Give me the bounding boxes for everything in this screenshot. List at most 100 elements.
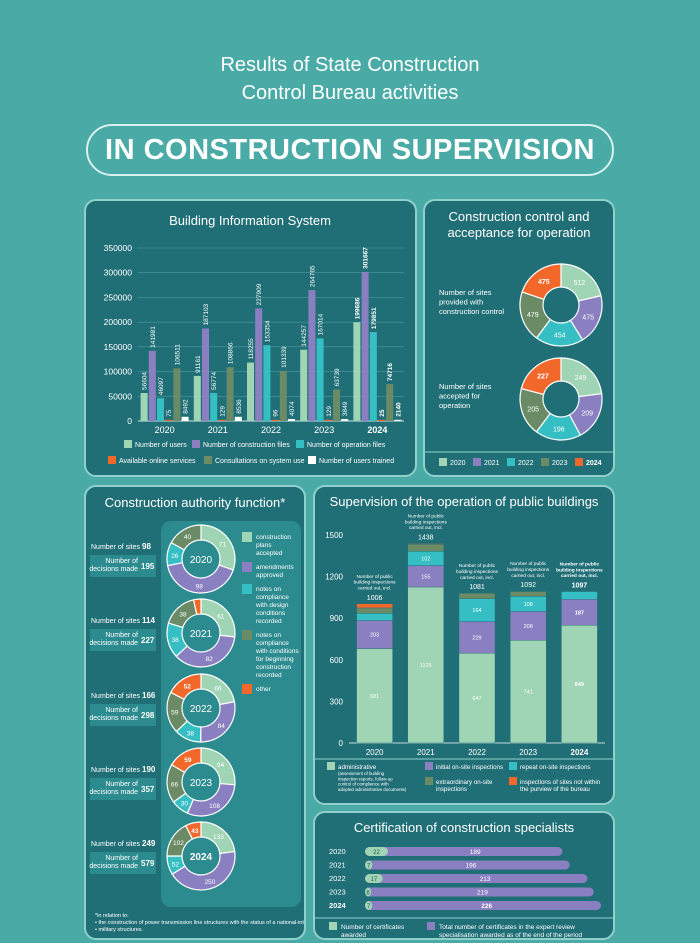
bis-legend-label: Number of operation files xyxy=(307,442,386,449)
sop-segment-label: 229 xyxy=(472,635,481,641)
bis-value-label: 187103 xyxy=(203,303,210,325)
sop-ytick: 900 xyxy=(330,614,344,623)
cert-ytick: 2021 xyxy=(329,861,346,870)
bis-bar xyxy=(173,368,180,421)
bis-ytick: 100000 xyxy=(104,367,133,377)
bis-value-label: 141981 xyxy=(150,326,157,348)
cca-donut-1-label: 475 xyxy=(582,314,594,321)
bis-bar xyxy=(194,376,201,421)
caf-donut-label: 82 xyxy=(206,656,214,663)
sop-bar-segment xyxy=(408,544,444,551)
caf-legend-swatch xyxy=(242,684,252,694)
sop-legend-label: extraordinary on-site xyxy=(436,779,493,786)
cert-legend-swatch xyxy=(427,922,435,930)
caf-decisions-value: 579 xyxy=(141,859,155,868)
bis-value-label: 118255 xyxy=(248,338,255,360)
caf-donut-label: 102 xyxy=(173,840,184,847)
bis-value-label: 25 xyxy=(379,409,386,417)
caf-legend-swatch xyxy=(242,532,252,542)
cca-legend-label: 2021 xyxy=(484,460,500,467)
sop-segment-label: 187 xyxy=(575,610,584,616)
sop-segment-label: 1125 xyxy=(420,663,432,669)
cert-total-bar xyxy=(365,847,562,856)
caf-panel: Construction authority function* Number o… xyxy=(84,485,306,940)
cert-title: Certification of construction specialist… xyxy=(354,820,575,835)
bis-legend-swatch xyxy=(192,440,200,448)
caf-donut-label: 59 xyxy=(184,757,192,764)
cca-legend-swatch xyxy=(541,458,549,466)
cca-donut-2-label: 196 xyxy=(553,426,565,433)
caf-donut-label: 38 xyxy=(179,612,187,619)
bis-ytick: 250000 xyxy=(104,292,133,302)
sop-xtick: 2023 xyxy=(519,748,537,757)
bis-value-label: 144257 xyxy=(301,325,308,347)
bis-value-label: 106511 xyxy=(174,344,181,366)
bis-value-label: 199686 xyxy=(354,297,361,319)
bis-bar xyxy=(370,332,377,421)
bis-value-label: 129 xyxy=(219,406,226,417)
caf-donut-label: 38 xyxy=(187,730,195,737)
bis-bar xyxy=(378,420,385,421)
caf-donut-label: 84 xyxy=(218,723,226,730)
bis-bar xyxy=(317,338,324,421)
sop-segment-label: 155 xyxy=(421,574,430,580)
bis-bar xyxy=(157,398,164,421)
caf-donut-label: 26 xyxy=(171,553,179,560)
cca-legend-swatch xyxy=(439,458,447,466)
bis-bar xyxy=(288,419,295,421)
bis-bar xyxy=(149,351,156,421)
bis-bar xyxy=(141,393,148,421)
caf-year-label: 2021 xyxy=(190,629,213,640)
sop-bar-segment xyxy=(357,608,393,613)
sop-legend-swatch xyxy=(425,762,433,770)
bis-ytick: 0 xyxy=(127,416,132,426)
bis-value-label: 8536 xyxy=(236,399,243,414)
sop-ytick: 600 xyxy=(330,656,344,665)
cert-ytick: 2020 xyxy=(329,847,346,856)
caf-sites-label: Number of sites xyxy=(91,841,141,848)
cca-donut-2-label: 209 xyxy=(581,410,593,417)
caf-year-label: 2023 xyxy=(190,778,213,789)
sop-bar-segment xyxy=(408,544,444,545)
sop-legend-label: inspections xyxy=(436,786,467,793)
caf-year-label: 2020 xyxy=(190,555,213,566)
caf-donut-label: 40 xyxy=(184,534,192,541)
bis-value-label: 2140 xyxy=(395,402,402,417)
bis-bar xyxy=(353,322,360,421)
caf-sites-value: 166 xyxy=(142,691,156,700)
bis-bar xyxy=(255,308,262,421)
caf-donut-label: 30 xyxy=(181,801,189,808)
caf-donut-label: 52 xyxy=(184,683,192,690)
cca-legend-swatch xyxy=(473,458,481,466)
bis-bar xyxy=(386,384,393,421)
caf-sites-value: 190 xyxy=(142,765,156,774)
caf-year-label: 2022 xyxy=(190,704,213,715)
bis-chart: Building Information System0500001000001… xyxy=(86,201,415,475)
sop-legend-label: administrative xyxy=(338,764,377,771)
caf-legend-swatch xyxy=(242,562,252,572)
bis-bar xyxy=(202,329,209,421)
bis-ytick: 300000 xyxy=(104,268,133,278)
caf-title: Construction authority function* xyxy=(105,495,286,510)
bis-bar xyxy=(165,420,172,421)
bis-legend-swatch xyxy=(108,456,116,464)
sop-legend-swatch xyxy=(425,777,433,785)
caf-chart: Construction authority function* Number o… xyxy=(86,487,304,938)
sop-legend-swatch xyxy=(509,777,517,785)
cert-awarded-label: 22 xyxy=(373,850,380,856)
bis-value-label: 74716 xyxy=(387,363,394,381)
sop-bar-segment xyxy=(357,604,393,608)
sop-segment-label: 164 xyxy=(472,608,481,614)
cca-donut-1-label: 454 xyxy=(554,332,566,339)
banner-title: IN CONSTRUCTION SUPERVISION xyxy=(86,124,614,176)
sop-total-label: 1097 xyxy=(572,583,588,590)
bis-value-label: 91161 xyxy=(195,355,202,373)
sop-total-label: 1092 xyxy=(520,582,536,589)
bis-bar xyxy=(341,419,348,421)
sop-total-label: 1438 xyxy=(418,535,434,542)
